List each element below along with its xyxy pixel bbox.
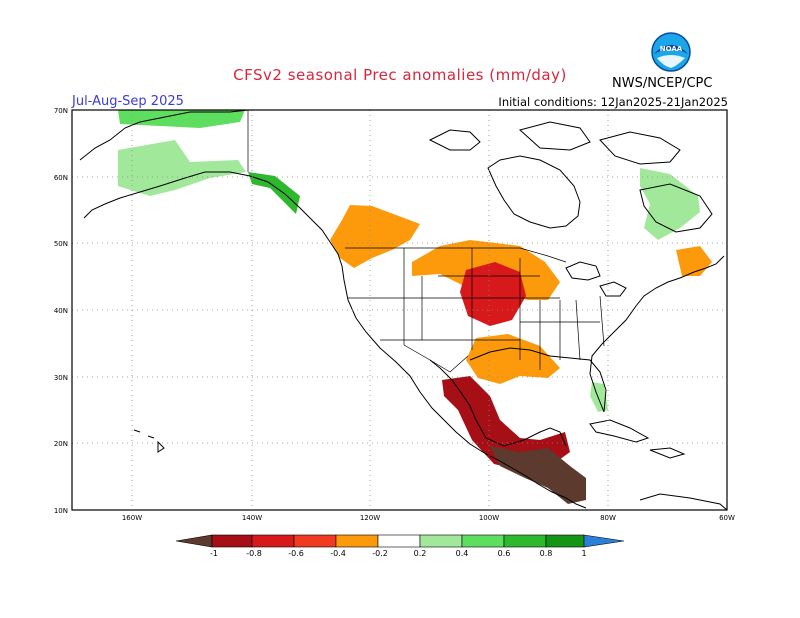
lon-label: 120W — [360, 514, 380, 522]
lat-label: 70N — [54, 107, 68, 115]
svg-text:NOAA: NOAA — [660, 45, 683, 53]
lon-label: 60W — [719, 514, 735, 522]
map-title: CFSv2 seasonal Prec anomalies (mm/day) — [233, 66, 567, 84]
graticule — [72, 110, 727, 510]
colorbar-labels: -1 -0.8 -0.6 -0.4 -0.2 0.2 0.4 0.6 0.8 1 — [210, 549, 587, 558]
anomaly-layer — [118, 110, 712, 504]
initial-conditions-label: Initial conditions: 12Jan2025-21Jan2025 — [498, 95, 728, 109]
colorbar-segment — [583, 534, 625, 548]
lon-label: 140W — [242, 514, 262, 522]
colorbar-tick-label: 0.2 — [414, 549, 427, 558]
anomaly-region — [590, 382, 608, 412]
anomaly-region — [640, 168, 700, 240]
colorbar-segment — [335, 534, 379, 548]
lon-label: 80W — [600, 514, 616, 522]
colorbar-tick-label: -0.6 — [288, 549, 304, 558]
anomaly-region — [118, 110, 245, 128]
anomaly-region — [460, 262, 526, 326]
colorbar-segment — [419, 534, 463, 548]
colorbar-tick-label: 0.6 — [498, 549, 511, 558]
colorbar-segment — [293, 534, 337, 548]
colorbar-segment — [503, 534, 547, 548]
colorbar-tick-label: -0.2 — [372, 549, 388, 558]
lon-label: 100W — [479, 514, 499, 522]
colorbar-tick-label: -0.4 — [330, 549, 346, 558]
anomaly-region — [490, 446, 586, 504]
lat-label: 50N — [54, 240, 68, 248]
colorbar-tick-label: -0.8 — [246, 549, 262, 558]
anomaly-region — [442, 376, 570, 470]
colorbar-tick-label: -1 — [210, 549, 218, 558]
anomaly-region — [330, 205, 420, 268]
agency-label: NWS/NCEP/CPC — [612, 76, 713, 91]
colorbar-segment — [461, 534, 505, 548]
lat-label: 10N — [54, 507, 68, 515]
lat-label: 20N — [54, 440, 68, 448]
lat-label: 40N — [54, 307, 68, 315]
noaa-logo-icon: NOAA — [651, 32, 691, 72]
colorbar-segment — [175, 534, 213, 548]
anomaly-region — [466, 334, 560, 384]
colorbar — [175, 534, 625, 548]
border-layer — [247, 110, 605, 373]
anomaly-region — [248, 172, 300, 214]
colorbar-tick-label: 1 — [581, 549, 586, 558]
season-label: Jul-Aug-Sep 2025 — [72, 94, 184, 109]
colorbar-segment — [545, 534, 585, 548]
lon-labels: 160W 140W 120W 100W 80W 60W — [122, 514, 735, 522]
map-frame — [71, 109, 728, 511]
lon-label: 160W — [122, 514, 142, 522]
lat-label: 30N — [54, 374, 68, 382]
colorbar-tick-label: 0.4 — [456, 549, 469, 558]
colorbar-gap — [377, 534, 421, 548]
lat-label: 60N — [54, 174, 68, 182]
colorbar-segment — [211, 534, 253, 548]
colorbar-tick-label: 0.8 — [540, 549, 553, 558]
anomaly-region — [118, 140, 246, 196]
colorbar-segment — [251, 534, 295, 548]
lat-labels: 70N 60N 50N 40N 30N 20N 10N — [54, 107, 68, 515]
